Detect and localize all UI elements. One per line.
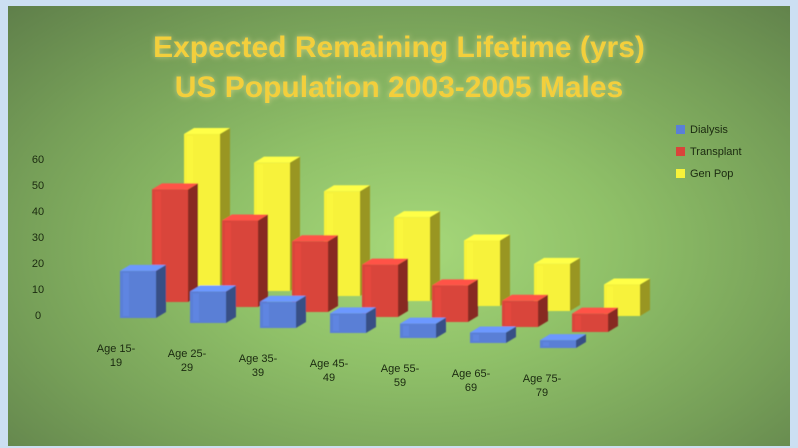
x-category-label: Age 45-49 [310, 358, 349, 384]
bar-dialysis-2 [260, 295, 306, 328]
bar-transplant-0 [152, 183, 198, 302]
y-axis: 0 10 20 30 40 50 60 [32, 154, 44, 322]
bar-dialysis-0 [120, 264, 166, 318]
legend-item-gen-pop: Gen Pop [676, 168, 733, 180]
legend-swatch [676, 147, 685, 156]
y-tick-label: 50 [32, 180, 44, 192]
y-tick-label: 60 [32, 154, 44, 166]
x-category-label: Age 35-39 [239, 353, 278, 379]
bar-transplant-5 [502, 294, 548, 327]
bar-dialysis-1 [190, 285, 236, 323]
legend-swatch [676, 125, 685, 134]
legend-label: Transplant [690, 146, 742, 158]
chart-title-line-1: Expected Remaining Lifetime (yrs) [153, 31, 645, 64]
y-tick-label: 20 [32, 258, 44, 270]
bar-transplant-6 [572, 307, 618, 332]
legend: Dialysis Transplant Gen Pop [676, 124, 742, 180]
bar-transplant-1 [222, 214, 268, 307]
legend-item-dialysis: Dialysis [676, 124, 728, 136]
bar-transplant-4 [432, 279, 478, 322]
bar-dialysis-5 [470, 326, 516, 343]
y-tick-label: 0 [35, 310, 41, 322]
legend-swatch [676, 169, 685, 178]
y-tick-label: 10 [32, 284, 44, 296]
bar-dialysis-3 [330, 307, 376, 333]
bar-gen-pop-5 [534, 257, 580, 311]
chart-3d-column: 0 10 20 30 40 50 60 Age 15-19 Age 25-29 Age 35-3… [32, 124, 742, 399]
y-tick-label: 30 [32, 232, 44, 244]
bar-dialysis-4 [400, 317, 446, 338]
x-category-label: Age 55-59 [381, 363, 420, 389]
bars [120, 128, 650, 348]
x-category-label: Age 65-69 [452, 368, 491, 394]
slide: Expected Remaining Lifetime (yrs) US Pop… [8, 6, 790, 446]
legend-item-transplant: Transplant [676, 146, 742, 158]
bar-dialysis-6 [540, 334, 586, 348]
chart-title-line-2: US Population 2003-2005 Males [174, 71, 624, 104]
x-category-label: Age 75-79 [523, 373, 562, 399]
x-axis: Age 15-19 Age 25-29 Age 35-39 Age 45-49 Age … [97, 343, 562, 399]
x-category-label: Age 15-19 [97, 343, 136, 369]
legend-label: Gen Pop [690, 168, 733, 180]
x-category-label: Age 25-29 [168, 348, 207, 374]
legend-label: Dialysis [690, 124, 728, 136]
y-tick-label: 40 [32, 206, 44, 218]
